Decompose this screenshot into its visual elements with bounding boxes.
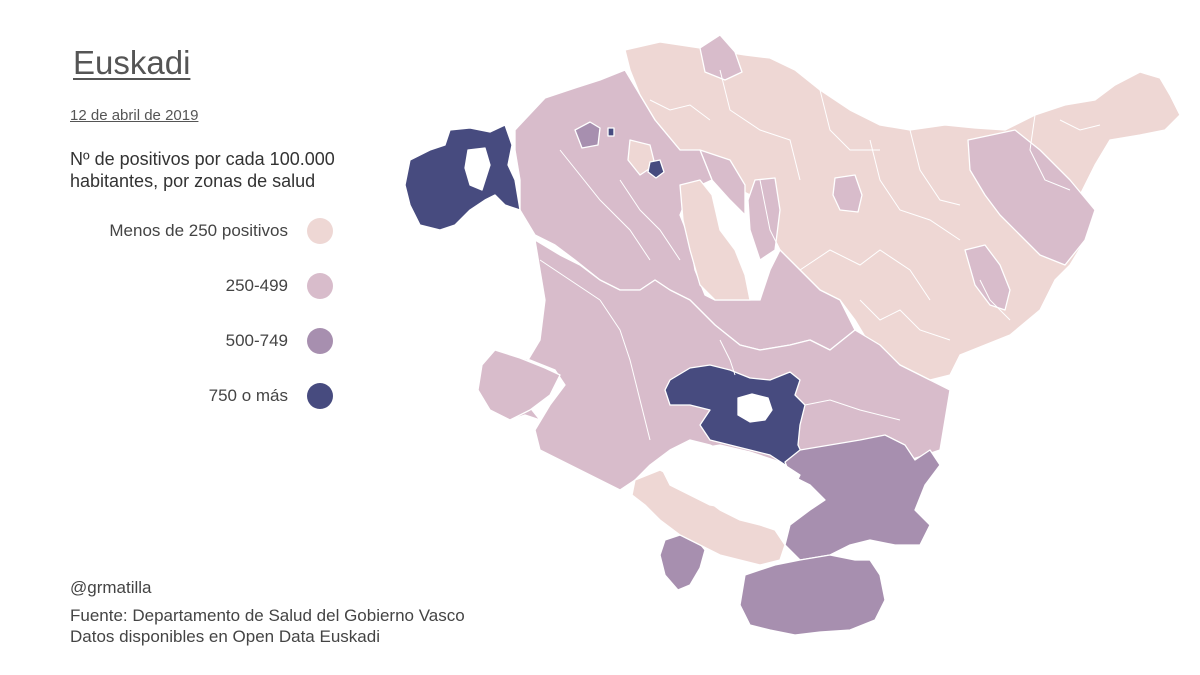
- enclave-trevino: [659, 444, 801, 511]
- source-note: Fuente: Departamento de Salud del Gobier…: [70, 605, 465, 647]
- source-line: Datos disponibles en Open Data Euskadi: [70, 627, 380, 646]
- zone-gipuzkoa-center: [747, 177, 781, 261]
- legend-swatch-circle-icon: [307, 218, 333, 244]
- zone-araba-west: [477, 349, 561, 421]
- legend: Menos de 250 positivos 250-499 500-749 7…: [0, 217, 333, 417]
- legend-swatch-circle-icon: [307, 328, 333, 354]
- zone-bizkaia-dark-1: [574, 121, 601, 149]
- zone-encartaciones-inner: [464, 147, 491, 191]
- page-title: Euskadi: [73, 44, 191, 81]
- zone-gipuzkoa-east: [967, 129, 1096, 266]
- zone-bizkaia-darkest-1: [647, 159, 665, 179]
- zone-vitoria-center: [737, 393, 773, 423]
- legend-label: 250-499: [225, 276, 288, 295]
- map-subtitle: Nº de positivos por cada 100.000 habitan…: [70, 149, 335, 191]
- author-credit: @grmatilla: [70, 578, 152, 597]
- zone-gipuzkoa-west: [832, 174, 863, 213]
- legend-label: 750 o más: [208, 386, 288, 405]
- legend-swatch-circle-icon: [307, 273, 333, 299]
- legend-label: Menos de 250 positivos: [109, 221, 288, 240]
- legend-item: 500-749: [0, 327, 333, 357]
- zone-araba-southeast: [784, 434, 941, 561]
- date-label: 12 de abril de 2019: [70, 107, 199, 124]
- zone-rioja-alavesa: [739, 554, 886, 636]
- legend-item: 750 o más: [0, 382, 333, 412]
- zone-gipuzkoa-south: [964, 244, 1011, 311]
- legend-swatch-circle-icon: [307, 383, 333, 409]
- zone-borders: [539, 69, 1101, 441]
- legend-item: 250-499: [0, 272, 333, 302]
- legend-label: 500-749: [225, 331, 288, 350]
- zone-bizkaia-light-2: [627, 139, 656, 176]
- zone-gipuzkoa-north: [699, 34, 743, 81]
- legend-item: Menos de 250 positivos: [0, 217, 333, 247]
- zone-encartaciones: [404, 124, 521, 231]
- source-line: Fuente: Departamento de Salud del Gobier…: [70, 606, 465, 625]
- zone-bizkaia-darkest-2: [607, 127, 615, 137]
- zone-bizkaia-light-1: [679, 179, 751, 301]
